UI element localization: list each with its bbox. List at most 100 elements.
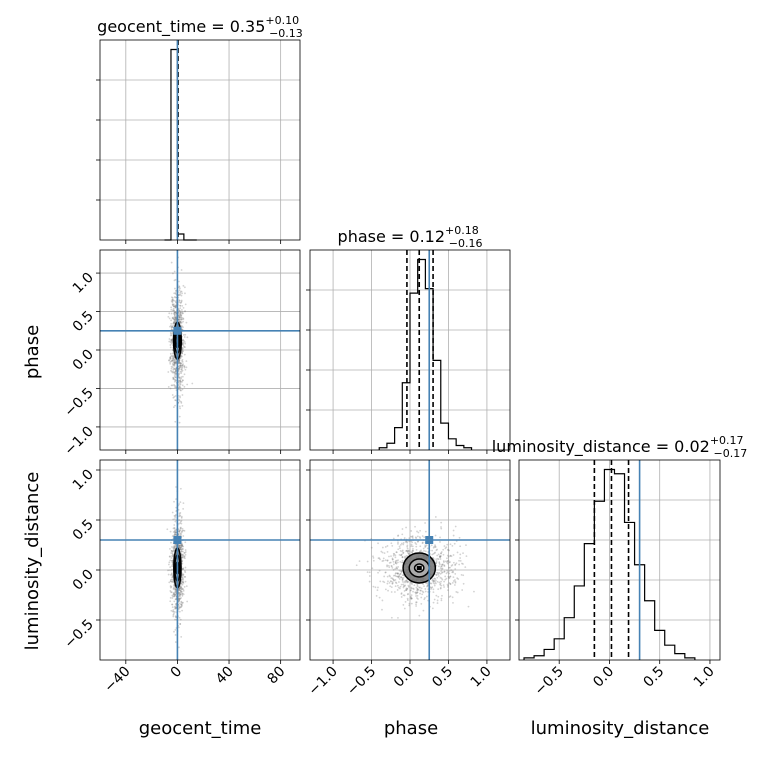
sample-point (449, 575, 452, 578)
y-axis-label-luminosity-distance: luminosity_distance (22, 472, 43, 651)
sample-point (410, 594, 413, 597)
sample-point (407, 584, 410, 587)
sample-point (459, 553, 462, 556)
sample-point (174, 520, 177, 523)
sample-point (449, 554, 452, 557)
sample-point (370, 546, 373, 549)
sample-point (180, 601, 183, 604)
sample-point (174, 304, 177, 307)
sample-point (392, 579, 395, 581)
sample-point (173, 547, 176, 550)
sample-point (410, 597, 412, 600)
sample-point (179, 311, 182, 313)
sample-point (436, 557, 439, 560)
sample-point (180, 314, 183, 317)
sample-point (183, 575, 186, 578)
sample-point (179, 386, 181, 388)
sample-point (407, 549, 410, 552)
sample-point (182, 338, 184, 341)
sample-point (167, 315, 170, 318)
sample-point (406, 588, 409, 590)
sample-point (407, 593, 409, 595)
sample-point (412, 590, 414, 593)
sample-point (446, 571, 449, 574)
sample-point (173, 383, 175, 386)
sample-point (186, 600, 189, 603)
sample-point (167, 386, 170, 388)
sample-point (171, 371, 174, 374)
sample-point (390, 591, 393, 593)
sample-point (409, 589, 412, 592)
sample-point (181, 567, 184, 570)
sample-point (399, 573, 402, 575)
sample-point (397, 541, 399, 544)
truth-marker (173, 326, 182, 335)
sample-point (182, 581, 185, 583)
sample-point (182, 581, 184, 584)
sample-point (182, 601, 184, 604)
sample-point (173, 529, 176, 532)
sample-point (431, 578, 434, 581)
sample-point (421, 542, 424, 545)
sample-point (391, 557, 394, 560)
sample-point (172, 305, 175, 308)
sample-point (174, 312, 177, 315)
hist-y-ticks (306, 289, 310, 411)
truth-marker (425, 536, 434, 544)
sample-point (184, 566, 187, 569)
sample-point (415, 543, 418, 546)
sample-point (400, 542, 403, 545)
sample-point (178, 373, 180, 376)
sample-point (430, 588, 432, 590)
sample-point (388, 574, 391, 577)
sample-point (180, 550, 183, 553)
sample-point (179, 389, 182, 392)
sample-point (170, 332, 172, 335)
sample-point (440, 565, 443, 568)
sample-point (173, 527, 176, 530)
sample-point (172, 610, 175, 613)
sample-point (183, 365, 186, 368)
sample-point (411, 545, 414, 548)
sample-point (174, 318, 176, 321)
sample-point (386, 582, 389, 585)
sample-point (410, 582, 413, 585)
sample-point (170, 341, 172, 344)
sample-point (410, 595, 412, 598)
sample-point (446, 569, 449, 572)
sample-point (401, 549, 404, 552)
sample-point (174, 362, 177, 365)
sample-point (174, 593, 177, 596)
sample-point (173, 386, 176, 389)
sample-point (174, 543, 176, 546)
sample-point (180, 376, 183, 378)
sample-point (173, 320, 176, 323)
sample-point (411, 551, 414, 554)
sample-point (179, 593, 182, 596)
sample-point (408, 552, 410, 555)
sample-point (178, 315, 181, 318)
y-tick-label: 0.5 (70, 308, 97, 335)
sample-point (177, 280, 180, 283)
sample-point (419, 592, 421, 595)
sample-point (178, 361, 181, 364)
sample-point (419, 550, 421, 553)
sample-point (453, 542, 456, 545)
sample-point (171, 348, 174, 351)
sample-point (395, 572, 397, 574)
sample-point (179, 527, 182, 529)
sample-point (171, 563, 174, 566)
sample-point (172, 593, 175, 596)
sample-point (177, 646, 180, 649)
sample-point (174, 611, 176, 613)
sample-point (171, 326, 173, 328)
sample-point (182, 284, 185, 287)
sample-point (180, 294, 183, 297)
sample-point (451, 564, 454, 566)
sample-point (181, 559, 184, 562)
sample-point (437, 558, 440, 561)
sample-point (178, 317, 181, 319)
sample-point (171, 362, 174, 365)
sample-point (174, 305, 177, 308)
